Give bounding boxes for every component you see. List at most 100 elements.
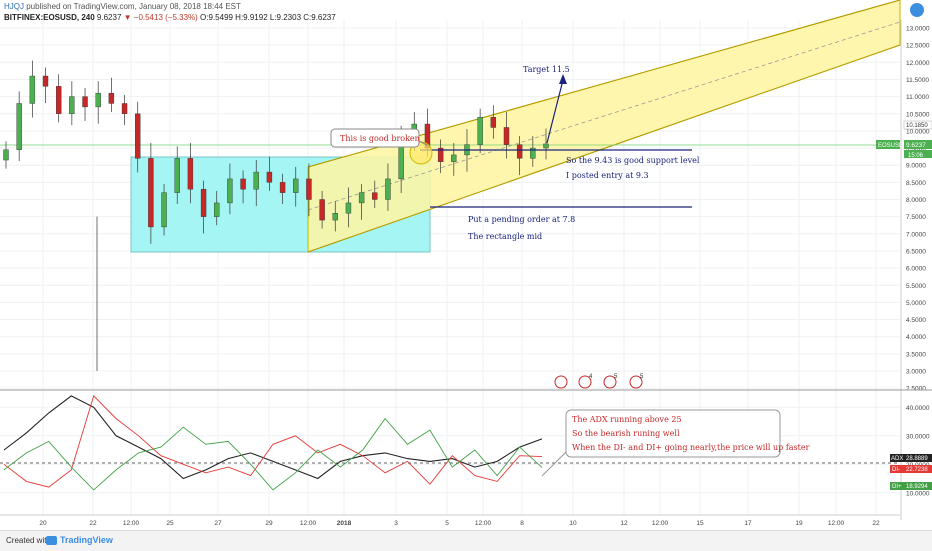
last-price: 9.6237: [96, 13, 122, 22]
tradingview-brand[interactable]: TradingView: [60, 535, 113, 545]
candle-body: [530, 147, 536, 159]
candle-body: [82, 96, 88, 108]
publish-text: published on TradingView.com, January 08…: [24, 2, 241, 11]
time-tick-label: 5: [445, 520, 449, 527]
parallel-channel[interactable]: [307, 0, 901, 253]
time-tick-label: 12:00: [123, 520, 140, 527]
candle-body: [266, 171, 273, 183]
ohlc-label: O:9.5499 H:9.9192 L:9.2303 C:9.6237: [200, 13, 336, 22]
time-tick-label: 12:00: [300, 520, 317, 527]
candle-body: [358, 192, 365, 204]
target-arrow[interactable]: [546, 79, 564, 144]
time-tick-label: 12: [620, 520, 628, 527]
time-tick-label: 8: [520, 520, 524, 527]
price-tick-label: 8.5000: [906, 180, 926, 187]
price-tick-label: 13.0000: [906, 26, 930, 33]
event-flag-icon[interactable]: [629, 375, 643, 389]
price-tick-label: 3.0000: [906, 369, 926, 376]
candle-body: [161, 192, 167, 228]
price-tick-label: 9.0000: [906, 163, 926, 170]
candle-body: [332, 213, 338, 221]
price-tick-label: 5.5000: [906, 283, 926, 290]
time-tick-label: 12:00: [828, 520, 845, 527]
change-label: ▼ −0.5413 (−5.33%): [123, 13, 198, 22]
adx-text-2: So the bearish runing well: [572, 429, 680, 438]
indicator-tick-label: 40.0000: [906, 405, 930, 412]
candle-body: [69, 96, 75, 114]
di-plus-line: [3, 417, 543, 491]
candle-body: [200, 189, 207, 217]
price-tick-label: 6.0000: [906, 266, 926, 273]
candle-body: [135, 113, 141, 159]
event-flag-icon[interactable]: [578, 375, 592, 389]
pending-text: Put a pending order at 7.8: [468, 215, 575, 224]
time-axis[interactable]: 20 22 12:00 25 27 29 12:00 2018 3 5 12:00 8 10 12 12:0…: [0, 514, 900, 527]
dim-tag-name: DI-: [892, 467, 900, 473]
adx-line: [3, 395, 543, 480]
dip-tag-value: 18.9294: [906, 484, 928, 490]
level-tag: [903, 120, 932, 130]
author-name[interactable]: HJQJ: [4, 2, 24, 11]
candle-body: [3, 149, 9, 161]
last-price-tag: [904, 140, 932, 149]
price-tick-label: 2.5000: [906, 386, 926, 393]
event-flag-icon[interactable]: [554, 375, 568, 389]
candle-body: [319, 199, 325, 221]
candles: [3, 60, 549, 371]
countdown-tag-text: 15:06: [908, 153, 924, 159]
support-text: So the 9.43 is good support level: [566, 156, 700, 165]
countdown-tag: [904, 150, 932, 158]
channel-midline: [307, 21, 901, 211]
candle-body: [55, 86, 62, 114]
adx-pointer: [541, 451, 567, 477]
price-tick-label: 9.5000: [906, 146, 926, 153]
price-tick-label: 7.5000: [906, 214, 926, 221]
price-tick-label: 7.0000: [906, 231, 926, 238]
publish-line: HJQJ published on TradingView.com, Janua…: [4, 2, 241, 11]
price-tick-label: 10.0000: [906, 128, 930, 135]
time-tick-label: 22: [872, 520, 880, 527]
adx-tag-value: 28.8889: [906, 456, 928, 462]
broken-text: This is good broken: [340, 134, 420, 143]
symbol-label: BITFINEX:EOSUSD, 240: [4, 13, 95, 22]
adx-text-1: The ADX running above 25: [572, 415, 682, 424]
price-tick-label: 12.5000: [906, 43, 930, 50]
event-count: 5: [640, 374, 644, 380]
candle-body: [372, 192, 378, 200]
event-flag-icon[interactable]: [603, 375, 617, 389]
candle-body: [16, 103, 22, 150]
symbol-tag: [876, 140, 900, 149]
candle-body: [240, 178, 246, 190]
footer: Created with TradingView: [0, 530, 932, 551]
time-tick-label: 3: [394, 520, 398, 527]
price-tick-label: 11.5000: [906, 77, 929, 84]
dim-value-tag: [904, 465, 932, 473]
tradingview-logo-icon[interactable]: [910, 3, 924, 17]
broken-callout[interactable]: [330, 128, 420, 148]
target-arrowhead: [559, 74, 567, 84]
level-tag-text: 10.1850: [906, 123, 928, 129]
chart-area[interactable]: This is good broken Target 11.5 So the 9…: [0, 0, 932, 530]
indicator-tick-label: 10.0000: [906, 490, 930, 497]
target-text: Target 11.5: [523, 65, 570, 74]
price-axis[interactable]: 13.0000 12.5000 12.0000 11.5000 11.0000 10.50…: [900, 20, 930, 520]
symbol-tag-text: EOSUSD: [878, 143, 904, 149]
event-count: 5: [614, 374, 618, 380]
entry-text: I posted entry at 9.3: [566, 171, 649, 180]
broken-pointer: [418, 140, 428, 146]
event-markers[interactable]: 4 5 5: [554, 374, 644, 389]
price-tick-label: 12.0000: [906, 60, 930, 67]
dip-value-tag: [904, 482, 932, 490]
candle-body: [385, 178, 391, 200]
di-minus-line: [3, 395, 543, 488]
adx-callout[interactable]: [565, 409, 781, 458]
candle-body: [279, 182, 286, 193]
candle-body: [187, 158, 194, 190]
candle-body: [148, 158, 154, 228]
symbol-line: BITFINEX:EOSUSD, 240 9.6237 ▼ −0.5413 (−…: [4, 13, 336, 22]
candle-body: [293, 178, 299, 193]
time-tick-label: 20: [39, 520, 47, 527]
last-price-tag-text: 9.6237: [906, 142, 926, 149]
adx-text-3: When the DI- and DI+ going nearly,the pr…: [572, 443, 810, 452]
candle-body: [108, 92, 115, 104]
